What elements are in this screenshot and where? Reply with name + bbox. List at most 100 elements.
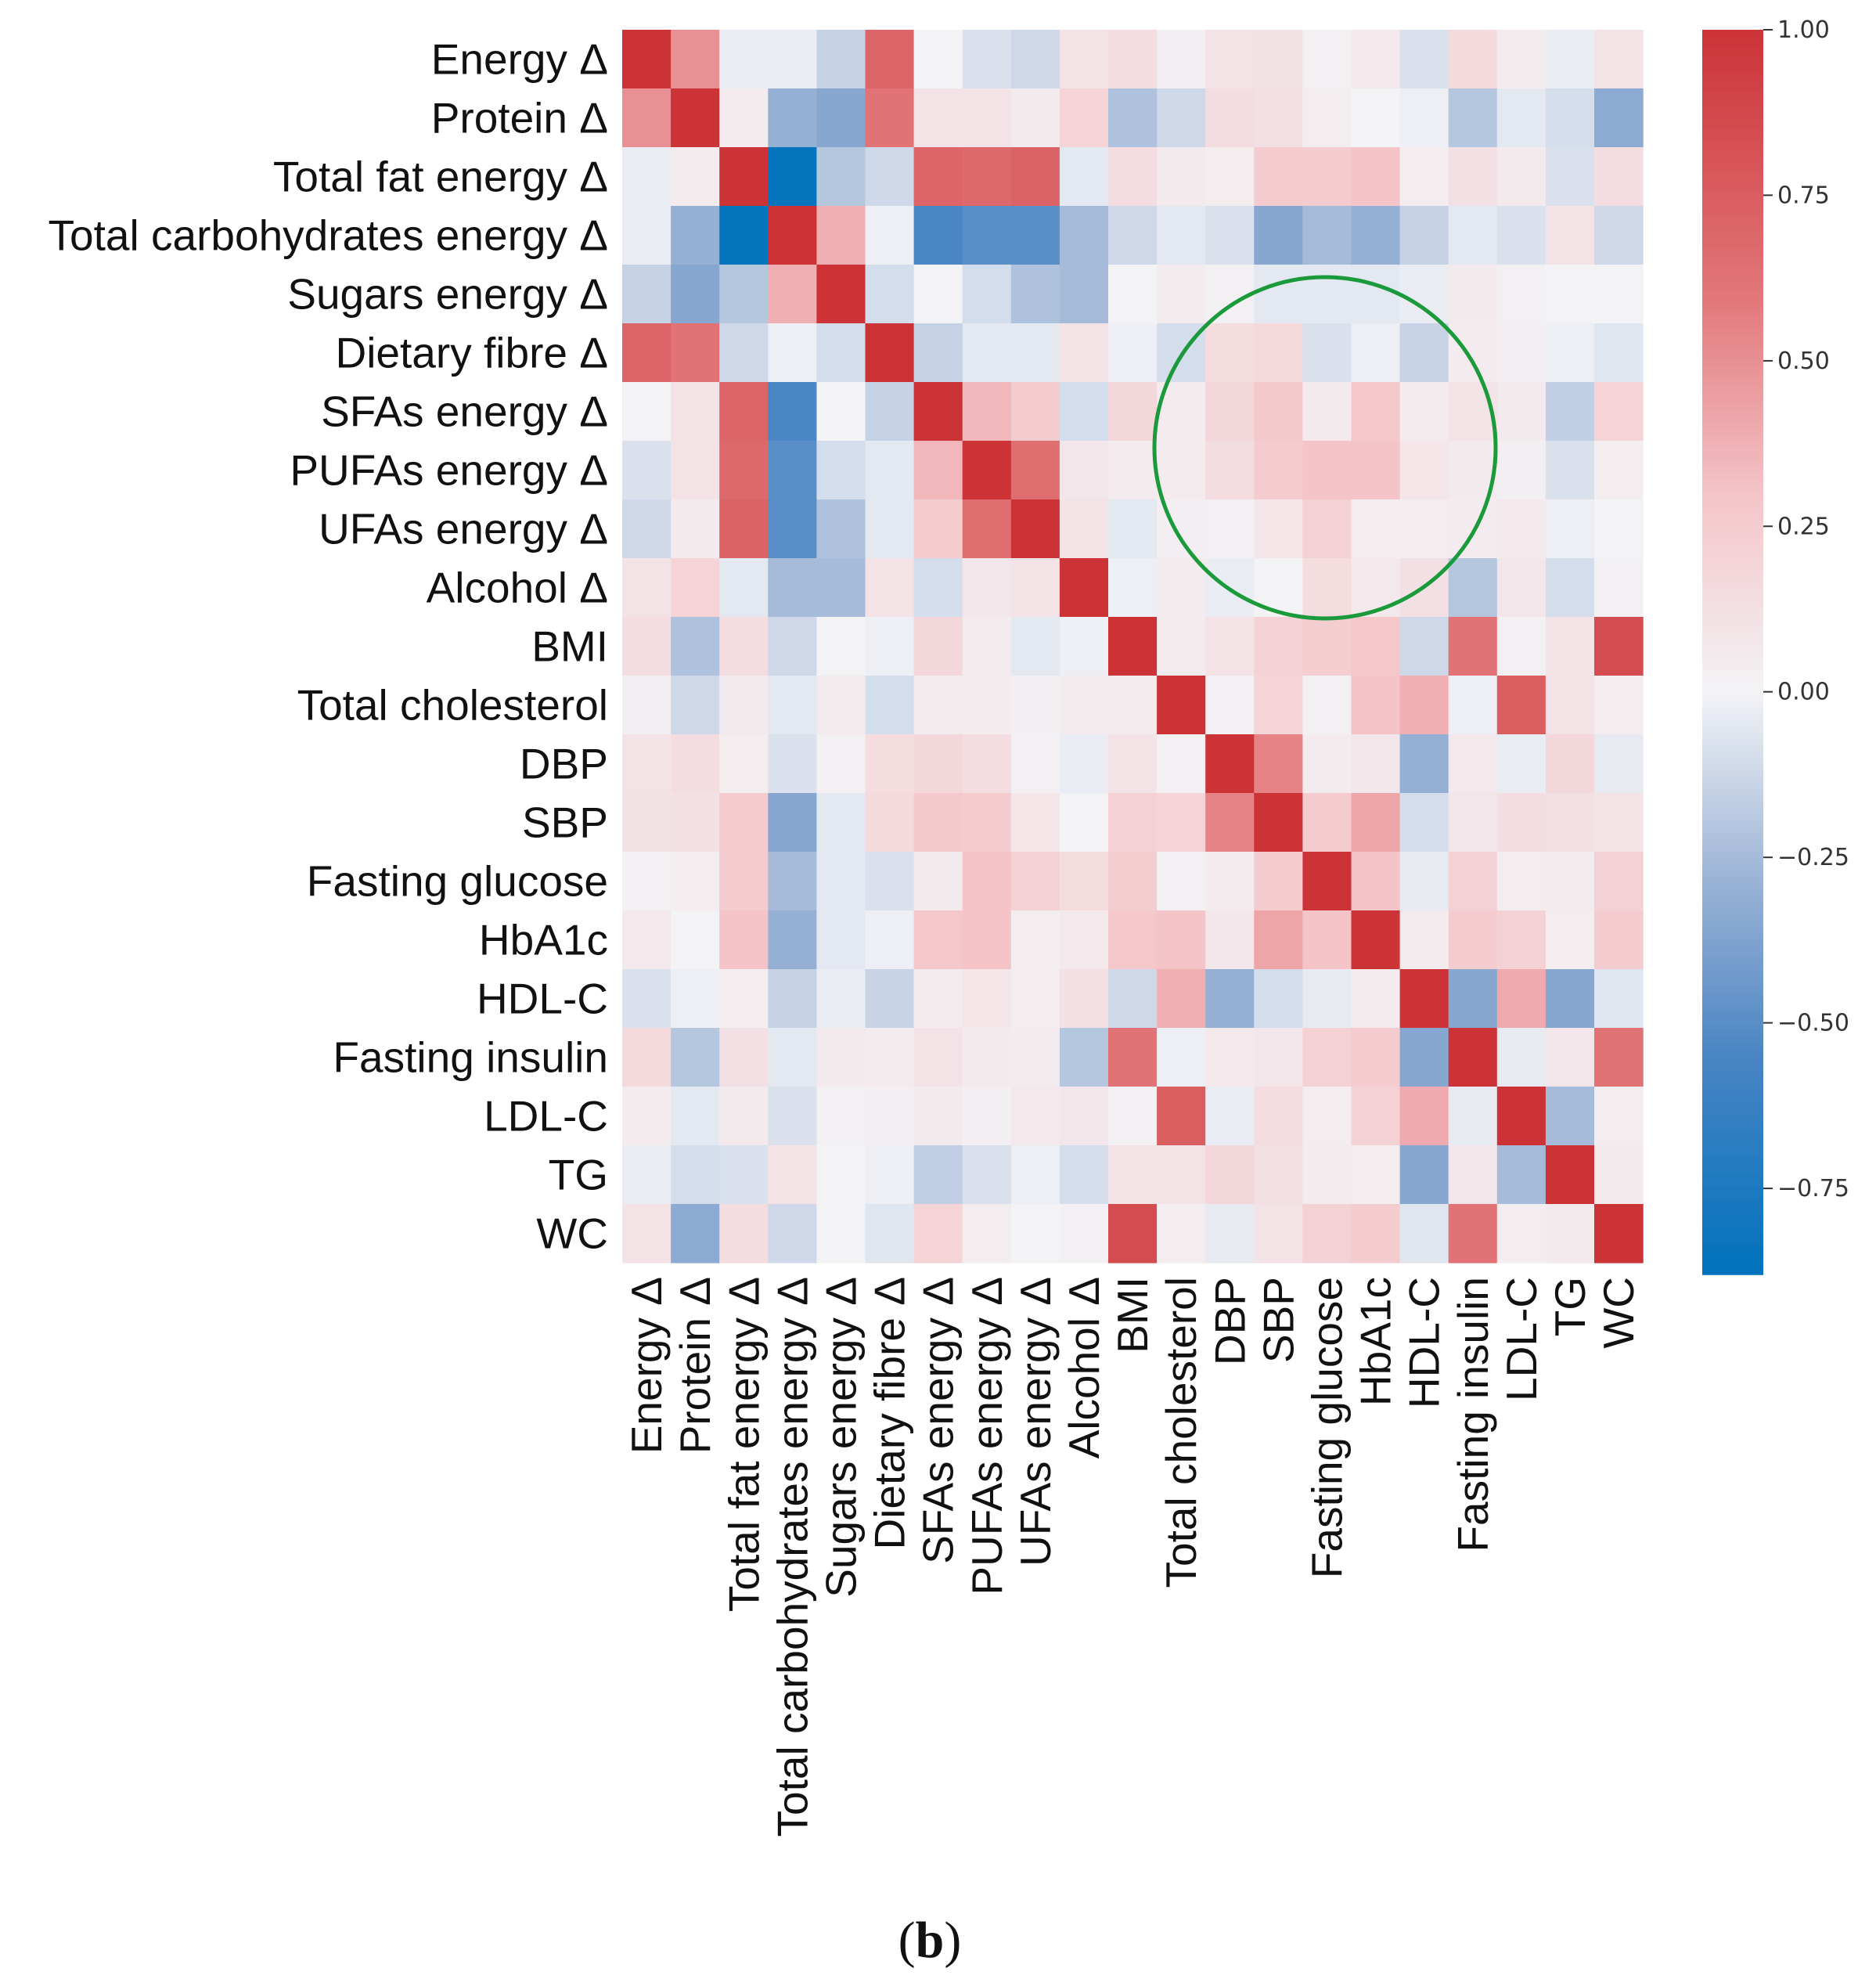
colorbar-segment bbox=[1702, 539, 1763, 547]
colorbar-segment bbox=[1702, 1037, 1763, 1045]
colorbar-segment bbox=[1702, 876, 1763, 883]
heatmap-cell-r16-c12 bbox=[1205, 969, 1255, 1029]
heatmap-cell-r17-c12 bbox=[1205, 1028, 1255, 1087]
heatmap-cell-r0-c3 bbox=[768, 30, 817, 89]
column-label: PUFAs energy Δ bbox=[963, 1277, 1011, 1595]
heatmap-cell-r11-c10 bbox=[1108, 676, 1158, 735]
column-label: Total cholesterol bbox=[1157, 1277, 1205, 1588]
heatmap-cell-r11-c12 bbox=[1205, 676, 1255, 735]
colorbar-segment bbox=[1702, 1256, 1763, 1263]
heatmap-cell-r17-c15 bbox=[1351, 1028, 1401, 1087]
heatmap-cell-r16-c8 bbox=[1010, 969, 1060, 1029]
row-label: PUFAs energy Δ bbox=[290, 446, 608, 495]
heatmap-cell-r4-c1 bbox=[671, 265, 720, 324]
heatmap-cell-r12-c0 bbox=[622, 734, 672, 794]
heatmap-cell-r14-c13 bbox=[1254, 852, 1303, 911]
heatmap-cell-r13-c18 bbox=[1496, 793, 1547, 853]
heatmap-cell-r19-c2 bbox=[719, 1145, 769, 1205]
colorbar-segment bbox=[1702, 1168, 1763, 1176]
heatmap-cell-r13-c4 bbox=[816, 793, 866, 853]
heatmap-cell-r9-c0 bbox=[622, 558, 672, 618]
heatmap-cell-r16-c6 bbox=[913, 969, 963, 1029]
heatmap-cell-r0-c4 bbox=[816, 30, 866, 89]
heatmap-cell-r19-c6 bbox=[913, 1145, 963, 1205]
heatmap-cell-r7-c18 bbox=[1496, 441, 1547, 500]
heatmap-cell-r20-c8 bbox=[1010, 1204, 1060, 1263]
heatmap-cell-r19-c0 bbox=[622, 1145, 672, 1205]
heatmap-cell-r3-c20 bbox=[1594, 206, 1644, 265]
heatmap-cell-r5-c20 bbox=[1594, 323, 1644, 383]
heatmap-cell-r7-c6 bbox=[913, 441, 963, 500]
heatmap-cell-r3-c5 bbox=[865, 206, 915, 265]
heatmap-cell-r19-c4 bbox=[816, 1145, 866, 1205]
heatmap-cell-r17-c6 bbox=[913, 1028, 963, 1087]
column-label: Fasting insulin bbox=[1449, 1277, 1497, 1552]
heatmap-cell-r8-c10 bbox=[1108, 499, 1158, 559]
heatmap-cell-r4-c4 bbox=[816, 265, 866, 324]
heatmap-cell-r15-c14 bbox=[1302, 910, 1352, 970]
heatmap-cell-r0-c11 bbox=[1157, 30, 1206, 89]
heatmap-cell-r19-c9 bbox=[1059, 1145, 1109, 1205]
heatmap-cell-r1-c0 bbox=[622, 88, 672, 148]
heatmap-cell-r17-c19 bbox=[1545, 1028, 1595, 1087]
heatmap-cell-r0-c10 bbox=[1108, 30, 1158, 89]
heatmap-cell-r16-c14 bbox=[1302, 969, 1352, 1029]
heatmap-cell-r20-c13 bbox=[1254, 1204, 1303, 1263]
heatmap-cell-r6-c6 bbox=[913, 382, 963, 442]
column-label: DBP bbox=[1205, 1277, 1254, 1365]
heatmap-cell-r19-c18 bbox=[1496, 1145, 1547, 1205]
heatmap-cell-r11-c2 bbox=[719, 676, 769, 735]
heatmap-cell-r1-c6 bbox=[913, 88, 963, 148]
heatmap-cell-r20-c9 bbox=[1059, 1204, 1109, 1263]
colorbar-segment bbox=[1702, 627, 1763, 634]
heatmap-cell-r0-c1 bbox=[671, 30, 720, 89]
heatmap-cell-r1-c13 bbox=[1254, 88, 1303, 148]
heatmap-cell-r3-c16 bbox=[1399, 206, 1449, 265]
heatmap-cell-r17-c8 bbox=[1010, 1028, 1060, 1087]
heatmap-cell-r7-c9 bbox=[1059, 441, 1109, 500]
heatmap-cell-r12-c12 bbox=[1205, 734, 1255, 794]
colorbar-segment bbox=[1702, 210, 1763, 218]
heatmap-cell-r9-c7 bbox=[962, 558, 1012, 618]
heatmap-cell-r9-c8 bbox=[1010, 558, 1060, 618]
heatmap-cell-r20-c19 bbox=[1545, 1204, 1595, 1263]
heatmap-cell-r10-c16 bbox=[1399, 617, 1449, 676]
heatmap-cell-r14-c5 bbox=[865, 852, 915, 911]
heatmap-cell-r4-c15 bbox=[1351, 265, 1401, 324]
heatmap-cell-r2-c17 bbox=[1448, 147, 1498, 207]
heatmap-cell-r18-c0 bbox=[622, 1087, 672, 1146]
heatmap-cell-r7-c3 bbox=[768, 441, 817, 500]
heatmap-cell-r12-c3 bbox=[768, 734, 817, 794]
colorbar-segment bbox=[1702, 795, 1763, 802]
heatmap-cell-r16-c19 bbox=[1545, 969, 1595, 1029]
column-label: HbA1c bbox=[1352, 1277, 1400, 1406]
heatmap-cell-r18-c12 bbox=[1205, 1087, 1255, 1146]
heatmap-cell-r6-c14 bbox=[1302, 382, 1352, 442]
colorbar-segment bbox=[1702, 546, 1763, 553]
heatmap-cell-r8-c18 bbox=[1496, 499, 1547, 559]
heatmap-cell-r11-c15 bbox=[1351, 676, 1401, 735]
heatmap-cell-r16-c11 bbox=[1157, 969, 1206, 1029]
heatmap-cell-r15-c0 bbox=[622, 910, 672, 970]
colorbar-segment bbox=[1702, 1243, 1763, 1250]
heatmap-cell-r17-c10 bbox=[1108, 1028, 1158, 1087]
heatmap-cell-r6-c8 bbox=[1010, 382, 1060, 442]
colorbar-segment bbox=[1702, 334, 1763, 342]
row-label: Total carbohydrates energy Δ bbox=[49, 211, 608, 260]
colorbar-segment bbox=[1702, 403, 1763, 410]
heatmap-cell-r10-c14 bbox=[1302, 617, 1352, 676]
colorbar-segment bbox=[1702, 552, 1763, 560]
heatmap-cell-r19-c16 bbox=[1399, 1145, 1449, 1205]
colorbar-segment bbox=[1702, 391, 1763, 398]
heatmap-cell-r4-c6 bbox=[913, 265, 963, 324]
colorbar-segment bbox=[1702, 484, 1763, 492]
heatmap-cell-r5-c5 bbox=[865, 323, 915, 383]
heatmap-cell-r20-c20 bbox=[1594, 1204, 1644, 1263]
colorbar-segment bbox=[1702, 41, 1763, 49]
colorbar-segment bbox=[1702, 452, 1763, 460]
heatmap-cell-r1-c1 bbox=[671, 88, 720, 148]
heatmap-cell-r9-c13 bbox=[1254, 558, 1303, 618]
heatmap-cell-r15-c15 bbox=[1351, 910, 1401, 970]
heatmap-cell-r9-c18 bbox=[1496, 558, 1547, 618]
row-label: LDL-C bbox=[484, 1092, 608, 1141]
